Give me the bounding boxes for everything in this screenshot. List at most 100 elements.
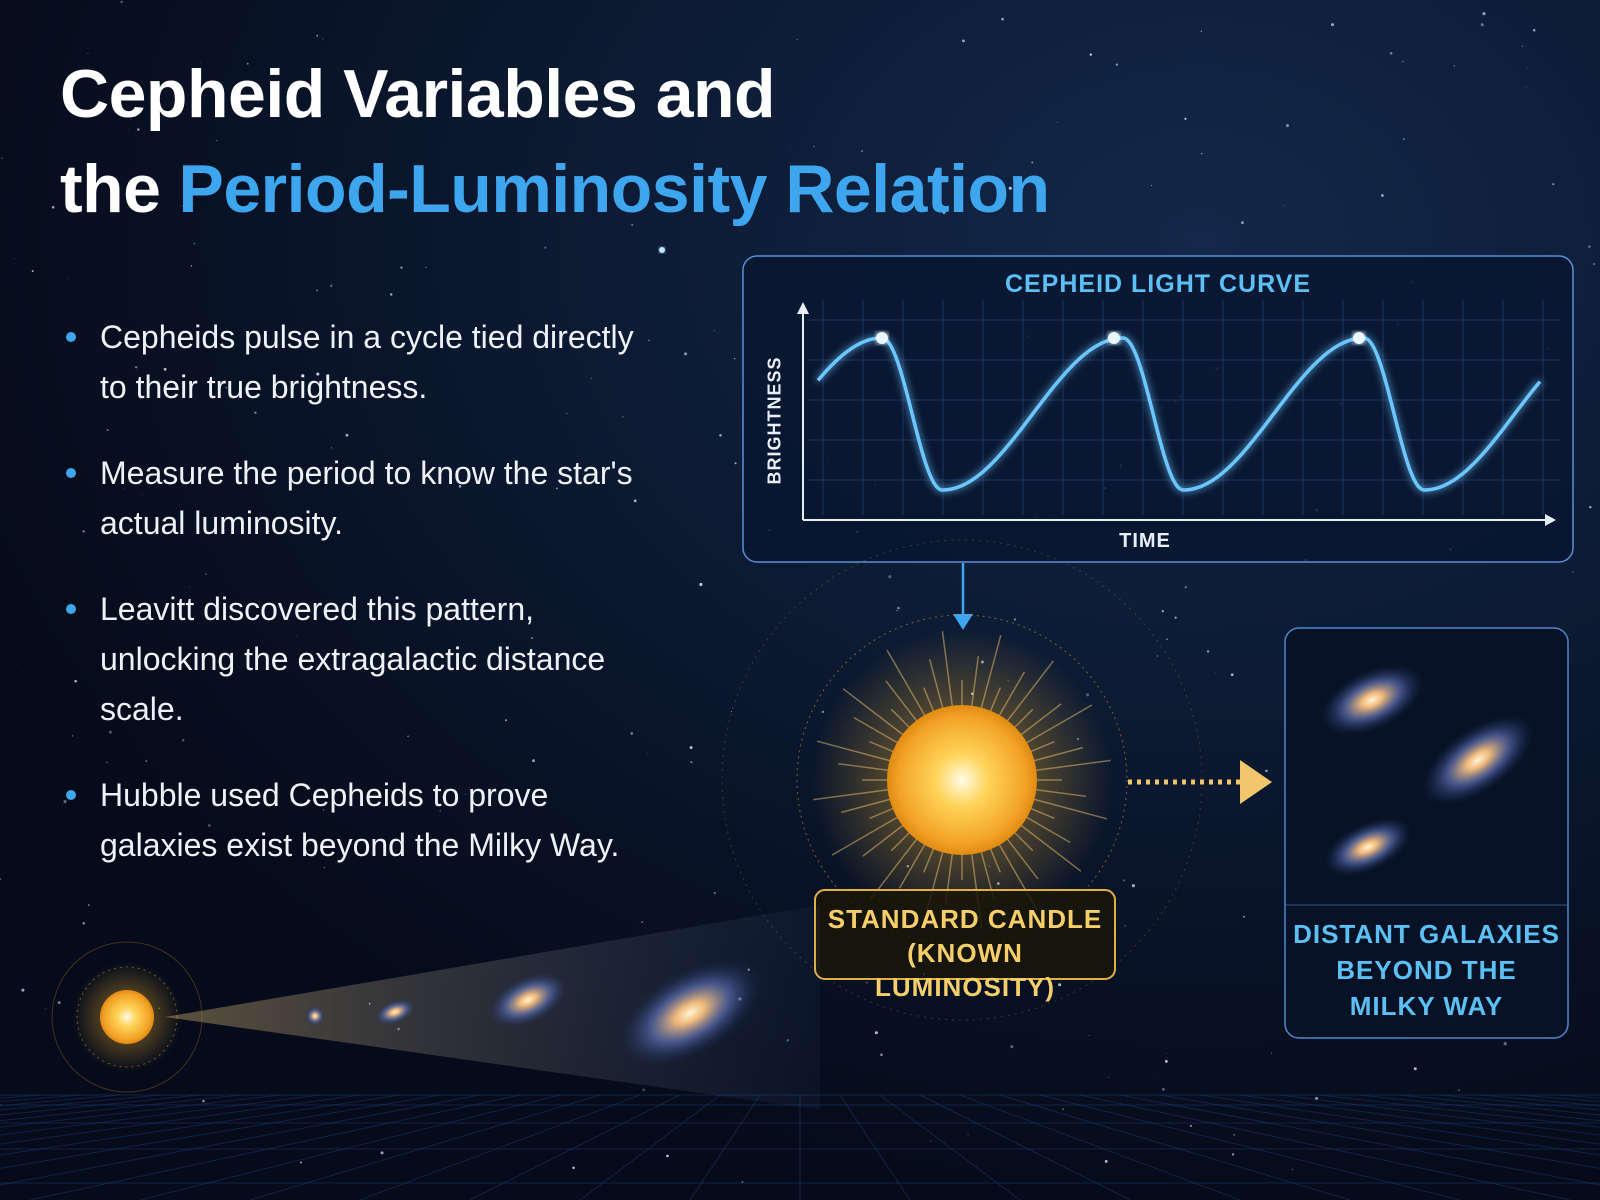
floor-line	[0, 1094, 281, 1128]
bullet: Cepheids pulse in a cycle tied directly …	[66, 312, 666, 412]
star	[1, 157, 3, 159]
star	[389, 197, 392, 200]
galaxy	[486, 971, 570, 1029]
star	[1058, 983, 1062, 987]
star	[684, 352, 688, 356]
star	[1527, 67, 1529, 69]
star	[544, 246, 547, 249]
star	[942, 211, 946, 214]
star	[299, 1161, 303, 1164]
star	[1161, 1087, 1165, 1091]
dotted-arrowhead	[1240, 760, 1272, 804]
bullet: Leavitt discovered this pattern, unlocki…	[66, 584, 666, 734]
star	[507, 347, 509, 349]
star	[860, 150, 864, 153]
ray	[1004, 660, 1054, 725]
ray	[870, 835, 920, 900]
floor-line	[1319, 1094, 1600, 1128]
star	[1062, 1108, 1065, 1111]
star	[130, 119, 132, 121]
ray	[979, 634, 1002, 713]
title-line: Cepheid Variables and	[60, 55, 776, 133]
star	[74, 679, 77, 683]
floor-line	[0, 1094, 401, 1156]
star	[896, 609, 898, 612]
star	[442, 796, 444, 798]
star	[21, 988, 25, 992]
star	[22, 671, 24, 673]
ray	[890, 828, 914, 852]
title-text: the	[60, 151, 161, 227]
floor-line	[0, 1094, 201, 1116]
star	[713, 198, 716, 201]
star	[1010, 1045, 1014, 1049]
ray	[1022, 814, 1071, 844]
star	[730, 711, 732, 712]
star	[734, 462, 737, 465]
bullet: Hubble used Cepheids to prove galaxies e…	[66, 770, 666, 870]
star	[1588, 245, 1591, 248]
floor-line	[0, 1094, 321, 1136]
star	[439, 810, 442, 812]
floor-line	[1239, 1094, 1600, 1145]
star	[1525, 86, 1527, 88]
star	[1482, 12, 1486, 16]
star	[929, 1140, 932, 1142]
star	[1106, 733, 1108, 735]
star	[1283, 205, 1285, 206]
floor-line	[0, 1094, 481, 1186]
star	[1088, 1034, 1090, 1036]
star	[1522, 45, 1523, 47]
star	[1161, 609, 1164, 613]
star	[67, 277, 69, 279]
star	[913, 193, 915, 195]
star	[1201, 152, 1203, 155]
star	[200, 62, 201, 63]
ray	[869, 806, 898, 819]
star	[407, 735, 409, 737]
ray	[831, 814, 902, 856]
star	[190, 265, 193, 267]
star	[1230, 673, 1234, 677]
star	[630, 732, 634, 735]
star	[661, 377, 662, 378]
floor-line	[1119, 1094, 1600, 1186]
star	[504, 719, 508, 722]
floor-line	[839, 1094, 911, 1200]
star	[633, 499, 637, 503]
star	[195, 106, 196, 108]
floor-line	[1039, 1094, 1461, 1200]
star	[572, 1166, 575, 1170]
floor-line	[959, 1094, 1241, 1200]
star	[225, 386, 228, 389]
star	[134, 115, 136, 117]
floor-line	[579, 1094, 721, 1200]
star	[1233, 1133, 1236, 1136]
star	[63, 800, 67, 804]
galaxies-label: DISTANT GALAXIES BEYOND THE MILKY WAY	[1285, 916, 1568, 1024]
floor-line	[0, 1094, 361, 1145]
star	[1184, 117, 1187, 120]
star	[380, 1151, 384, 1155]
star	[713, 891, 716, 895]
star	[322, 38, 324, 40]
ray	[988, 844, 1001, 873]
star	[465, 793, 466, 795]
y-axis-label: BRIGHTNESS	[764, 356, 785, 485]
down-arrowhead	[953, 614, 973, 630]
star	[87, 52, 89, 54]
ray	[853, 716, 902, 746]
star	[345, 433, 349, 437]
star	[631, 223, 634, 227]
star	[1271, 1052, 1272, 1054]
ray	[1004, 835, 1039, 880]
star	[330, 447, 332, 449]
x-axis-label: TIME	[1119, 530, 1171, 552]
star	[642, 1088, 646, 1092]
star	[622, 415, 624, 418]
ray	[1029, 746, 1083, 763]
bullet-list: Cepheids pulse in a cycle tied directly …	[66, 312, 666, 906]
star	[1104, 1159, 1108, 1163]
ray	[841, 797, 895, 814]
